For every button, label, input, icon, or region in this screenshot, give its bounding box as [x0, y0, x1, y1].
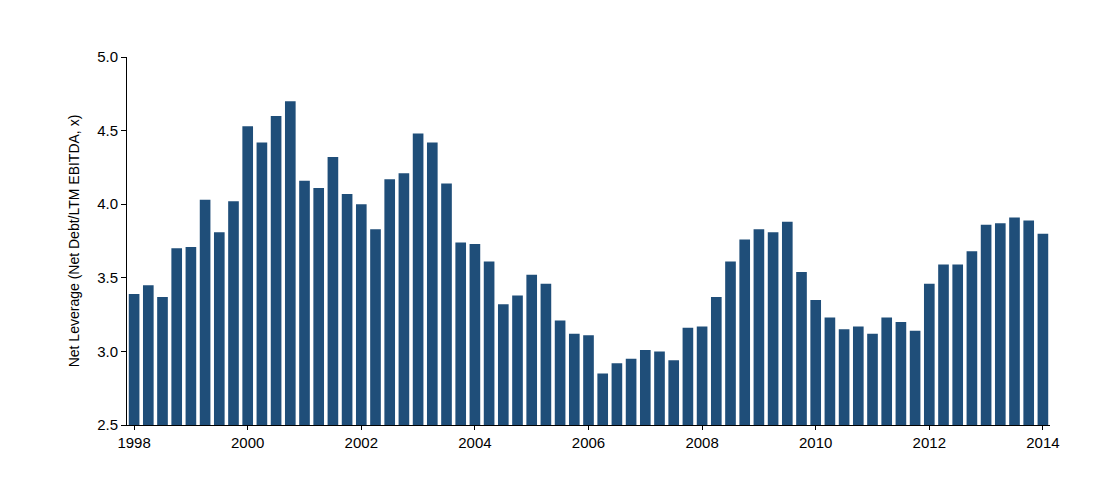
svg-text:2012: 2012	[913, 434, 946, 451]
svg-text:2.5: 2.5	[97, 416, 118, 433]
svg-text:4.0: 4.0	[97, 195, 118, 212]
svg-text:2002: 2002	[345, 434, 378, 451]
svg-text:2010: 2010	[799, 434, 832, 451]
svg-text:Net Leverage (Net Debt/LTM EBI: Net Leverage (Net Debt/LTM EBITDA, x)	[66, 115, 82, 368]
svg-text:3.5: 3.5	[97, 269, 118, 286]
svg-text:1998: 1998	[117, 434, 150, 451]
svg-text:2000: 2000	[231, 434, 264, 451]
svg-text:2004: 2004	[458, 434, 491, 451]
svg-text:2014: 2014	[1026, 434, 1059, 451]
svg-text:3.0: 3.0	[97, 343, 118, 360]
svg-text:2008: 2008	[685, 434, 718, 451]
svg-text:5.0: 5.0	[97, 48, 118, 65]
svg-text:2006: 2006	[572, 434, 605, 451]
svg-text:4.5: 4.5	[97, 122, 118, 139]
